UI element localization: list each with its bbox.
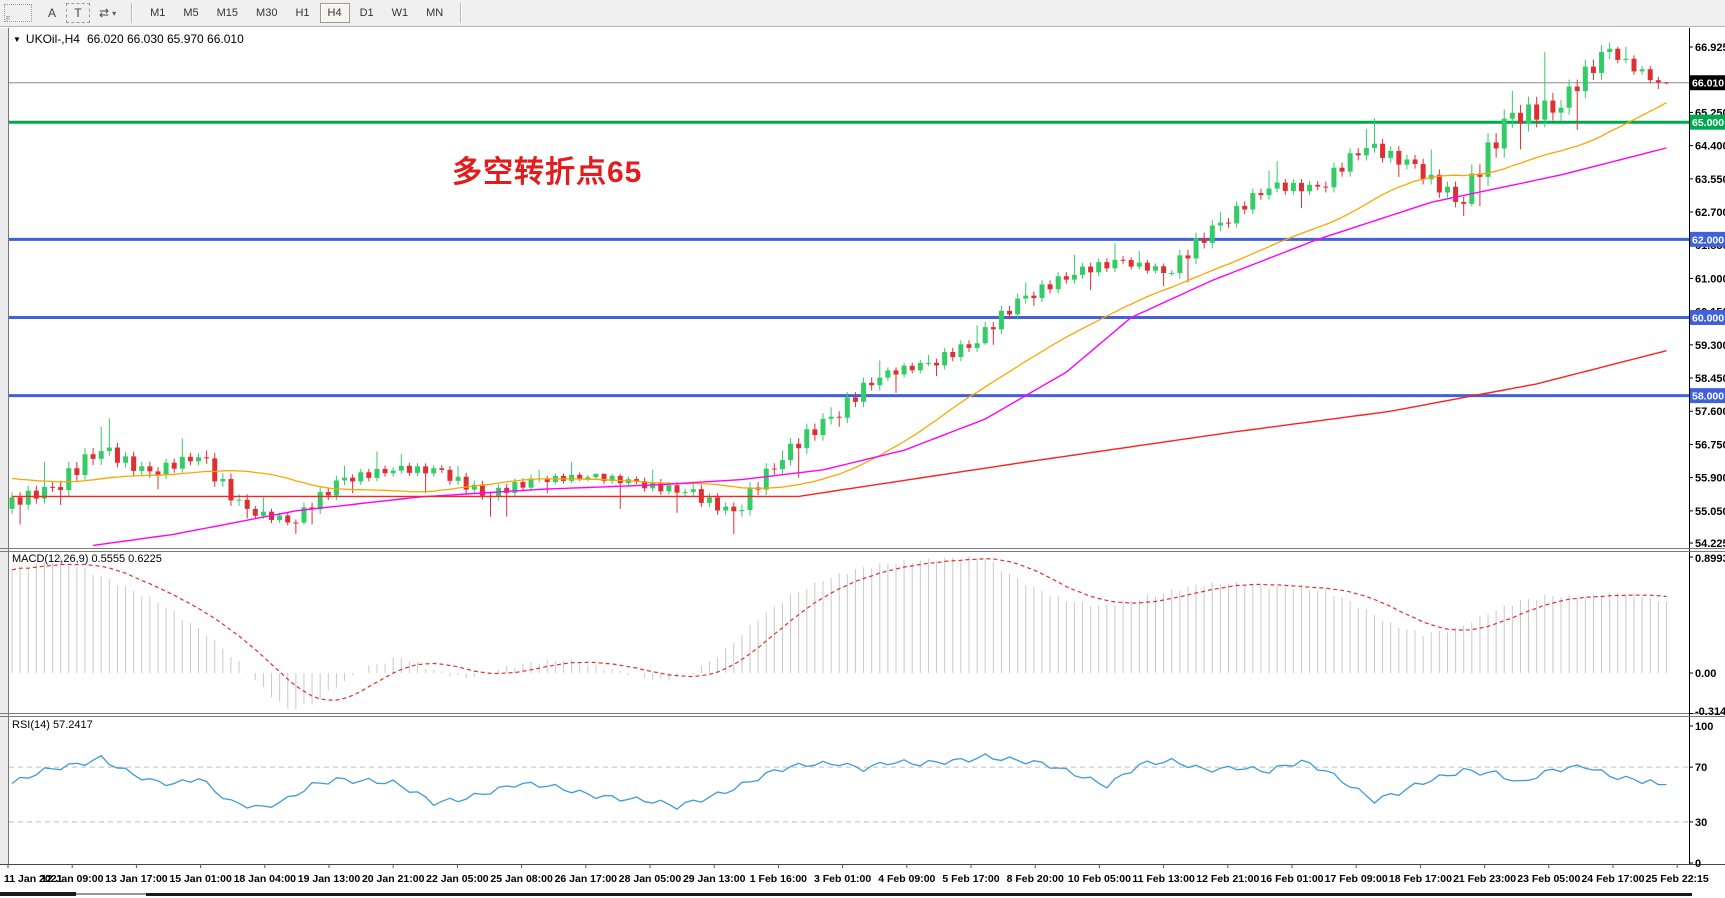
svg-text:66.010: 66.010 [1692, 78, 1724, 90]
timeframe-button-H4[interactable]: H4 [319, 3, 350, 23]
timeframe-button-H1[interactable]: H1 [287, 3, 317, 23]
svg-text:0.8993: 0.8993 [1695, 553, 1725, 565]
svg-text:30: 30 [1695, 817, 1707, 829]
svg-text:25 Feb 22:15: 25 Feb 22:15 [1646, 873, 1709, 885]
svg-text:55.050: 55.050 [1695, 506, 1725, 518]
annotation-tool-button[interactable]: A [40, 3, 64, 23]
chart-title: ▼ UKOil-,H4 66.020 66.030 65.970 66.010 [13, 32, 244, 46]
svg-text:17 Feb 09:00: 17 Feb 09:00 [1325, 873, 1388, 885]
rsi-indicator-label: RSI(14) 57.2417 [12, 719, 93, 731]
svg-text:-0.3143: -0.3143 [1695, 706, 1725, 718]
toolbar-separator [131, 3, 134, 23]
svg-text:12 Jan 09:00: 12 Jan 09:00 [41, 873, 104, 885]
toolbar-drag-handle[interactable]: F [4, 4, 32, 23]
svg-text:10 Feb 05:00: 10 Feb 05:00 [1068, 873, 1131, 885]
svg-text:16 Feb 01:00: 16 Feb 01:00 [1260, 873, 1323, 885]
arrows-icon: ⇄ [99, 6, 110, 20]
svg-text:0.00: 0.00 [1695, 668, 1716, 680]
svg-text:65.000: 65.000 [1692, 117, 1724, 129]
moving-averages [11, 102, 1667, 547]
svg-text:21 Feb 23:00: 21 Feb 23:00 [1453, 873, 1516, 885]
chart-symbol: UKOil-,H4 [25, 32, 80, 46]
panel-dividers[interactable] [0, 548, 1725, 865]
svg-text:55.900: 55.900 [1695, 473, 1725, 485]
macd-indicator-label: MACD(12,26,9) 0.5555 0.6225 [12, 553, 162, 565]
svg-text:70: 70 [1695, 762, 1707, 774]
svg-text:19 Jan 13:00: 19 Jan 13:00 [298, 873, 361, 885]
svg-text:15 Jan 01:00: 15 Jan 01:00 [169, 873, 232, 885]
svg-text:11 Jan 2021: 11 Jan 2021 [4, 873, 63, 885]
svg-text:11 Feb 13:00: 11 Feb 13:00 [1132, 873, 1195, 885]
svg-text:63.550: 63.550 [1695, 174, 1725, 186]
candles [9, 42, 1669, 535]
svg-text:60.000: 60.000 [1692, 312, 1724, 324]
svg-text:64.400: 64.400 [1695, 141, 1725, 153]
timeframe-button-M5[interactable]: M5 [175, 3, 206, 23]
timeframe-button-M1[interactable]: M1 [142, 3, 173, 23]
svg-text:25 Jan 08:00: 25 Jan 08:00 [490, 873, 553, 885]
svg-text:0: 0 [1695, 858, 1701, 870]
svg-text:18 Feb 17:00: 18 Feb 17:00 [1389, 873, 1452, 885]
svg-text:61.000: 61.000 [1695, 273, 1725, 285]
chart-title-dropdown-icon[interactable]: ▼ [13, 35, 21, 44]
horizontal-levels[interactable] [9, 82, 1689, 398]
chart-ohlc-values: 66.020 66.030 65.970 66.010 [86, 32, 244, 46]
text-tool-button[interactable]: T [66, 3, 90, 23]
svg-text:58.000: 58.000 [1692, 391, 1724, 403]
svg-text:62.700: 62.700 [1695, 207, 1725, 219]
h-scrollbar[interactable] [0, 892, 1692, 896]
svg-text:54.225: 54.225 [1695, 538, 1725, 550]
svg-text:4 Feb 09:00: 4 Feb 09:00 [878, 873, 935, 885]
svg-text:22 Jan 05:00: 22 Jan 05:00 [426, 873, 489, 885]
chart-background [0, 28, 1690, 864]
svg-text:58.450: 58.450 [1695, 373, 1725, 385]
svg-text:12 Feb 21:00: 12 Feb 21:00 [1196, 873, 1259, 885]
svg-text:56.750: 56.750 [1695, 439, 1725, 451]
timeframe-button-MN[interactable]: MN [418, 3, 451, 23]
svg-text:59.300: 59.300 [1695, 340, 1725, 352]
svg-text:5 Feb 17:00: 5 Feb 17:00 [942, 873, 999, 885]
svg-text:28 Jan 05:00: 28 Jan 05:00 [619, 873, 682, 885]
toolbar-handle-label: F [6, 16, 11, 23]
timeframe-button-D1[interactable]: D1 [352, 3, 382, 23]
svg-text:20 Jan 21:00: 20 Jan 21:00 [362, 873, 425, 885]
svg-text:18 Jan 04:00: 18 Jan 04:00 [234, 873, 297, 885]
svg-text:26 Jan 17:00: 26 Jan 17:00 [555, 873, 618, 885]
svg-text:24 Feb 17:00: 24 Feb 17:00 [1581, 873, 1644, 885]
arrows-tool-button[interactable]: ⇄ ▾ [92, 3, 123, 23]
svg-text:29 Jan 13:00: 29 Jan 13:00 [683, 873, 746, 885]
svg-text:3 Feb 01:00: 3 Feb 01:00 [814, 873, 871, 885]
price-axis[interactable]: 66.92565.25064.40063.55062.70061.85061.0… [1689, 42, 1725, 550]
toolbar: F A T ⇄ ▾ M1 M5 M15 M30 H1 H4 D1 W1 MN [0, 0, 1725, 27]
svg-text:66.925: 66.925 [1695, 42, 1725, 54]
macd-panel: 0.8993 0.00 -0.3143 [11, 553, 1725, 718]
chevron-down-icon: ▾ [112, 8, 117, 18]
svg-text:57.600: 57.600 [1695, 406, 1725, 418]
svg-text:62.000: 62.000 [1692, 234, 1724, 246]
svg-text:13 Jan 17:00: 13 Jan 17:00 [105, 873, 168, 885]
svg-text:1 Feb 16:00: 1 Feb 16:00 [750, 873, 807, 885]
svg-text:23 Feb 05:00: 23 Feb 05:00 [1517, 873, 1580, 885]
rsi-panel: 100 70 30 0 [9, 721, 1713, 870]
annotation-text[interactable]: 多空转折点65 [452, 156, 643, 189]
svg-text:100: 100 [1695, 721, 1713, 733]
timeframe-group: M1 M5 M15 M30 H1 H4 D1 W1 MN [141, 3, 452, 23]
timeframe-button-M30[interactable]: M30 [248, 3, 285, 23]
svg-text:8 Feb 20:00: 8 Feb 20:00 [1007, 873, 1064, 885]
toolbar-separator [460, 3, 463, 23]
price-chart-canvas[interactable]: 66.92565.25064.40063.55062.70061.85061.0… [0, 28, 1725, 898]
timeframe-button-W1[interactable]: W1 [384, 3, 417, 23]
timeframe-button-M15[interactable]: M15 [209, 3, 246, 23]
